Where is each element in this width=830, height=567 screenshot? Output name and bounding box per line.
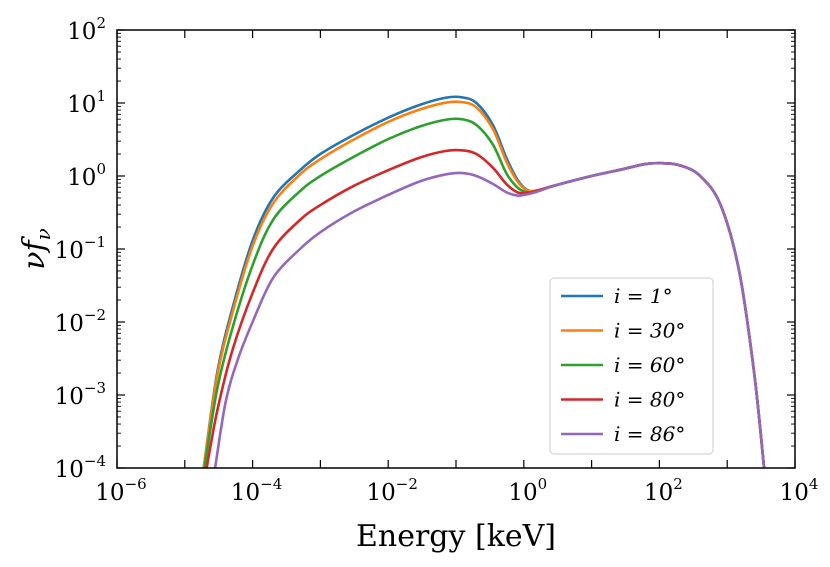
y-tick-label-5-base: 10 — [67, 92, 96, 118]
legend-label-0: i = 1° — [614, 284, 673, 308]
y-tick-label-6-exp: 2 — [96, 14, 106, 32]
x-tick-label-3-exp: 0 — [538, 475, 548, 493]
x-tick-label-5: 104 — [780, 475, 819, 506]
x-tick-label-0: 10−6 — [95, 475, 146, 506]
x-tick-label-4-exp: 2 — [673, 475, 683, 493]
y-tick-label-4-base: 10 — [67, 165, 96, 191]
series-line-4 — [213, 161, 766, 468]
y-tick-label-4-exp: 0 — [96, 160, 106, 178]
y-tick-label-2-exp: −2 — [84, 306, 106, 324]
legend-label-3: i = 80° — [614, 388, 685, 412]
x-axis-label: Energy [keV] — [356, 519, 556, 554]
y-tick-label-3: 10−1 — [55, 233, 106, 264]
x-tick-label-4: 102 — [644, 475, 683, 506]
x-tick-label-0-exp: −6 — [125, 475, 147, 493]
y-tick-label-5-exp: 1 — [96, 87, 106, 105]
y-tick-label-2: 10−2 — [55, 306, 106, 337]
legend-label-1: i = 30° — [614, 319, 685, 343]
y-tick-label-0-base: 10 — [55, 457, 84, 483]
x-tick-label-4-base: 10 — [644, 480, 673, 506]
y-axis-label: νfν — [17, 228, 55, 270]
y-tick-label-4: 100 — [67, 160, 106, 191]
legend-label-4: i = 86° — [614, 422, 685, 446]
tick-layer: 10−6 10−4 10−2 100 102 10410−410−310−210−1100… — [55, 14, 819, 506]
y-tick-label-0-exp: −4 — [84, 452, 106, 470]
y-tick-label-5: 101 — [67, 87, 106, 118]
x-tick-label-2: 10−2 — [366, 475, 417, 506]
series-layer — [202, 95, 766, 468]
x-tick-label-3: 100 — [508, 475, 547, 506]
legend-label-2: i = 60° — [614, 353, 685, 377]
y-tick-label-0: 10−4 — [55, 452, 106, 483]
x-tick-label-2-exp: −2 — [396, 475, 418, 493]
x-tick-label-1: 10−4 — [231, 475, 282, 506]
x-tick-label-0-base: 10 — [95, 480, 124, 506]
x-tick-label-1-exp: −4 — [260, 475, 282, 493]
legend-box — [549, 277, 714, 455]
y-tick-label-1: 10−3 — [55, 379, 106, 410]
x-tick-label-1-base: 10 — [231, 480, 260, 506]
y-tick-label-3-exp: −1 — [84, 233, 106, 251]
y-tick-label-6: 102 — [67, 14, 106, 45]
y-axis-label-sub: ν — [31, 228, 55, 240]
y-axis-label-main: νf — [17, 236, 52, 270]
y-tick-label-1-base: 10 — [55, 384, 84, 410]
y-tick-label-2-base: 10 — [55, 311, 84, 337]
y-tick-label-3-base: 10 — [55, 238, 84, 264]
x-tick-label-5-base: 10 — [780, 480, 809, 506]
x-tick-label-2-base: 10 — [366, 480, 395, 506]
x-tick-label-3-base: 10 — [508, 480, 537, 506]
y-tick-label-1-exp: −3 — [84, 379, 106, 397]
y-tick-label-6-base: 10 — [67, 19, 96, 45]
x-tick-label-5-exp: 4 — [809, 475, 819, 493]
legend: i = 1° i = 30° i = 60° i = 80° i = 86° — [549, 277, 714, 455]
